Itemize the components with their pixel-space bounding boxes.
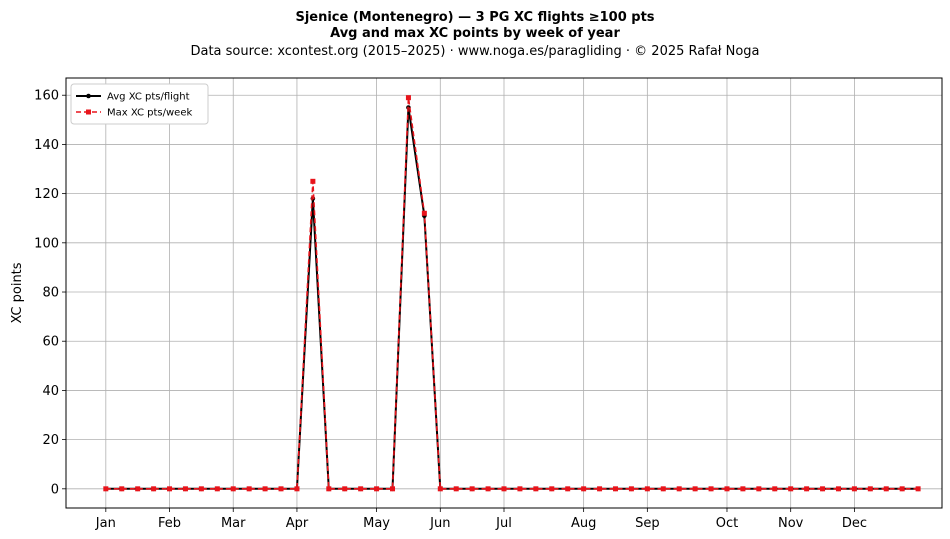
legend-max-label: Max XC pts/week (107, 108, 192, 119)
series-0 (103, 105, 921, 492)
series-line-0 (105, 106, 919, 490)
y-tick-label: 80 (42, 286, 59, 301)
data-point (358, 486, 364, 492)
data-point (437, 486, 443, 492)
data-point (804, 486, 810, 492)
y-tick-label: 120 (34, 187, 59, 202)
data-point (628, 486, 634, 492)
data-point (756, 486, 762, 492)
series-layer (103, 95, 921, 492)
x-tick-label-aug: Aug (571, 516, 596, 531)
chart-source: Data source: xcontest.org (2015–2025) · … (190, 44, 759, 59)
x-tick-label-sep: Sep (635, 516, 660, 531)
data-point (517, 486, 523, 492)
grid (66, 78, 942, 508)
data-point (660, 486, 666, 492)
data-point (692, 486, 698, 492)
y-tick-label: 100 (34, 236, 59, 251)
x-tick-label-feb: Feb (158, 516, 181, 531)
data-point (772, 486, 778, 492)
data-point (119, 486, 125, 492)
data-point (390, 486, 396, 492)
y-axis: 0 20 40 60 80 100 120 140 160 (34, 89, 66, 497)
legend-avg-marker (86, 93, 91, 99)
data-point (581, 486, 587, 492)
x-tick-label-oct: Oct (716, 516, 738, 531)
data-point (835, 486, 841, 492)
data-point (644, 486, 650, 492)
x-tick-label-jul: Jul (495, 516, 512, 531)
data-point (612, 486, 618, 492)
data-point (405, 95, 411, 101)
y-tick-label: 40 (42, 384, 59, 399)
data-point (374, 486, 380, 492)
data-point (151, 486, 157, 492)
data-point (326, 486, 332, 492)
legend-avg-label: Avg XC pts/flight (107, 92, 190, 103)
data-point (740, 486, 746, 492)
data-point (246, 486, 252, 492)
y-tick-label: 160 (34, 89, 59, 104)
data-point (549, 486, 555, 492)
data-point (899, 486, 905, 492)
data-point (915, 486, 921, 492)
data-point (708, 486, 714, 492)
data-point (310, 178, 316, 184)
data-point (103, 486, 109, 492)
data-point (485, 486, 491, 492)
data-point (262, 486, 268, 492)
x-axis: Jan Feb Mar Apr May Jun Jul Aug Sep Oct Nov Dec (95, 508, 867, 531)
y-tick-label: 20 (42, 433, 59, 448)
data-point (342, 486, 348, 492)
x-tick-label-dec: Dec (842, 516, 867, 531)
chart-subtitle: Avg and max XC points by week of year (330, 26, 620, 41)
data-point (230, 486, 236, 492)
data-point (820, 486, 826, 492)
chart-title: Sjenice (Montenegro) — 3 PG XC flights ≥… (295, 10, 654, 25)
data-point (883, 486, 889, 492)
legend-box (70, 83, 209, 125)
data-point (597, 486, 603, 492)
y-tick-label: 60 (42, 335, 59, 350)
x-tick-label-mar: Mar (221, 516, 246, 531)
data-point (724, 486, 730, 492)
x-tick-label-jan: Jan (95, 516, 116, 531)
y-axis-label: XC points (10, 262, 25, 323)
data-point (278, 486, 284, 492)
x-tick-label-apr: Apr (286, 516, 309, 531)
legend: Avg XC pts/flight Max XC pts/week (70, 83, 209, 125)
data-point (421, 210, 427, 216)
data-point (867, 486, 873, 492)
data-point (453, 486, 459, 492)
data-point (198, 486, 204, 492)
series-line-1 (105, 96, 919, 490)
data-point (135, 486, 141, 492)
data-point (294, 486, 300, 492)
data-point (182, 486, 188, 492)
data-point (851, 486, 857, 492)
data-point (676, 486, 682, 492)
series-1 (103, 95, 921, 492)
data-point (533, 486, 539, 492)
data-point (214, 486, 220, 492)
x-tick-label-jun: Jun (429, 516, 450, 531)
data-point (565, 486, 571, 492)
legend-max-marker (86, 109, 91, 115)
data-point (788, 486, 794, 492)
data-point (501, 486, 507, 492)
y-tick-label: 140 (34, 138, 59, 153)
y-tick-label: 0 (51, 482, 59, 497)
x-tick-label-nov: Nov (778, 516, 804, 531)
x-tick-label-may: May (363, 516, 390, 531)
data-point (469, 486, 475, 492)
data-point (167, 486, 173, 492)
